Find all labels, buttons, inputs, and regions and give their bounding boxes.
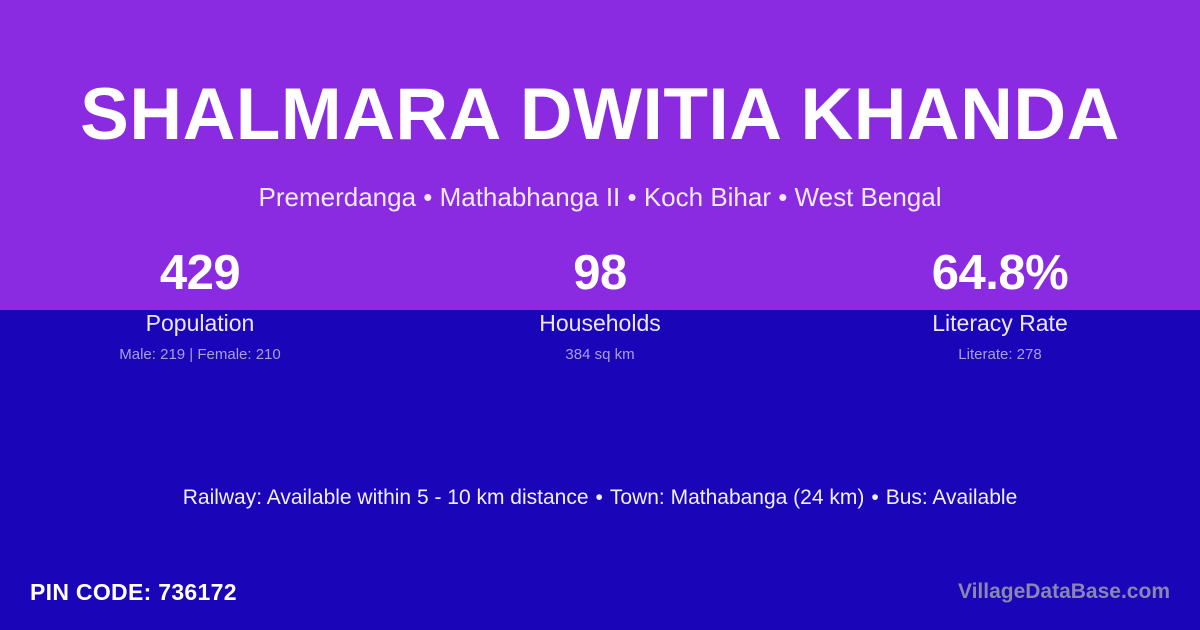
infra-bus: Bus: Available: [885, 486, 1018, 509]
stat-label: Population: [145, 309, 255, 336]
stats-row: 429 Population Male: 219 | Female: 210 9…: [0, 240, 1200, 367]
stat-population: 429 Population Male: 219 | Female: 210: [0, 240, 400, 367]
stat-sublabel: Male: 219 | Female: 210: [119, 346, 281, 364]
stat-label: Literacy Rate: [932, 309, 1068, 336]
stat-sublabel: 384 sq km: [565, 346, 635, 364]
brand-watermark: VillageDataBase.com: [957, 580, 1170, 603]
bullet-separator-icon: •: [595, 486, 603, 509]
stat-value: 429: [159, 246, 241, 300]
hero-band: SHALMARA DWITIA KHANDA Premerdanga • Mat…: [0, 0, 1200, 310]
breadcrumb: Premerdanga • Mathabhanga II • Koch Biha…: [258, 182, 942, 212]
page-title: SHALMARA DWITIA KHANDA: [80, 74, 1120, 155]
bullet-separator-icon: •: [871, 486, 879, 509]
stat-sublabel: Literate: 278: [958, 346, 1042, 364]
footer: PIN CODE: 736172 VillageDataBase.com: [0, 564, 1200, 630]
pin-code: PIN CODE: 736172: [30, 578, 237, 605]
stat-literacy-rate: 64.8% Literacy Rate Literate: 278: [800, 240, 1200, 367]
infrastructure-line: Railway: Available within 5 - 10 km dist…: [0, 485, 1200, 510]
stat-households: 98 Households 384 sq km: [400, 240, 800, 367]
infra-railway: Railway: Available within 5 - 10 km dist…: [182, 486, 589, 509]
stat-value: 64.8%: [931, 246, 1069, 300]
stat-value: 98: [573, 246, 627, 300]
stat-label: Households: [539, 309, 661, 336]
infra-town: Town: Mathabanga (24 km): [609, 486, 865, 509]
